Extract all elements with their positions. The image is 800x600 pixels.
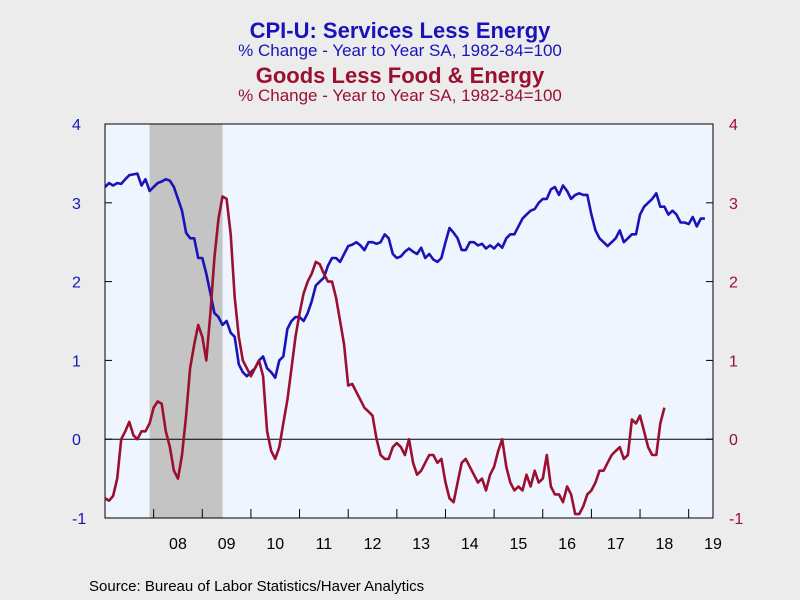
source-note: Source: Bureau of Labor Statistics/Haver… — [89, 578, 425, 595]
right-y-tick-label: 1 — [729, 353, 738, 370]
chart-subtitle-goods: % Change - Year to Year SA, 1982-84=100 — [238, 86, 562, 105]
right-y-tick-label: 4 — [729, 117, 738, 134]
series-line-goods — [104, 195, 666, 516]
left-y-tick-label: 0 — [72, 432, 81, 449]
left-y-tick-label: 2 — [72, 275, 81, 292]
x-tick-label: 13 — [412, 536, 430, 553]
x-tick-label: 15 — [510, 536, 528, 553]
x-tick-label: 17 — [607, 536, 625, 553]
x-tick-label: 19 — [704, 536, 722, 553]
chart-title-goods: Goods Less Food & Energy — [255, 63, 545, 88]
left-y-tick-label: -1 — [72, 511, 86, 528]
left-y-tick-label: 4 — [72, 117, 81, 134]
x-tick-label: 12 — [364, 536, 382, 553]
chart-title-services: CPI-U: Services Less Energy — [249, 18, 551, 43]
x-tick-label: 11 — [316, 536, 333, 553]
x-tick-label: 16 — [558, 536, 576, 553]
x-tick-label: 14 — [461, 536, 479, 553]
series-line-services — [104, 172, 705, 379]
x-tick-label: 18 — [655, 536, 673, 553]
plot-frame — [104, 123, 714, 519]
left-y-tick-label: 3 — [72, 196, 81, 213]
chart-subtitle-services: % Change - Year to Year SA, 1982-84=100 — [238, 41, 562, 60]
right-y-tick-label: 2 — [729, 275, 738, 292]
x-tick-label: 09 — [218, 536, 236, 553]
x-tick-label: 10 — [266, 536, 284, 553]
x-tick-label: 08 — [169, 536, 187, 553]
right-y-tick-label: 3 — [729, 196, 738, 213]
right-y-tick-label: -1 — [729, 511, 743, 528]
right-y-tick-label: 0 — [729, 432, 738, 449]
left-y-tick-label: 1 — [72, 353, 81, 370]
